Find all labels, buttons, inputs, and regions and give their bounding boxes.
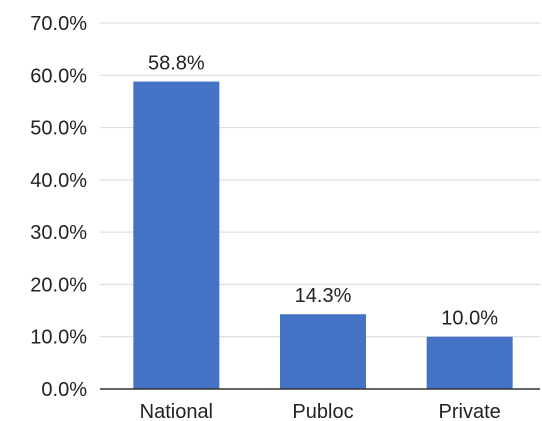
bar-national (133, 81, 220, 389)
bar-publoc (280, 314, 366, 389)
y-axis-tick-labels: 0.0% 10.0% 20.0% 30.0% 40.0% 50.0% 60.0% 70.0% (30, 13, 87, 401)
y-tick-label: 10.0% (30, 327, 87, 349)
y-tick-label: 0.0% (41, 379, 87, 401)
y-tick-label: 50.0% (30, 118, 87, 140)
x-axis-category-labels: National Publoc Private (140, 401, 501, 421)
bars (133, 81, 513, 389)
data-label: 10.0% (441, 308, 498, 330)
category-label: National (140, 401, 213, 421)
y-tick-label: 70.0% (30, 13, 87, 35)
bar-private (426, 336, 513, 389)
data-labels: 58.8% 14.3% 10.0% (148, 53, 498, 330)
y-tick-label: 30.0% (30, 222, 87, 244)
category-label: Publoc (292, 401, 353, 421)
category-label: Private (439, 401, 501, 421)
y-tick-label: 40.0% (30, 170, 87, 192)
data-label: 58.8% (148, 53, 205, 75)
y-tick-label: 20.0% (30, 274, 87, 296)
y-tick-label: 60.0% (30, 65, 87, 87)
data-label: 14.3% (295, 285, 352, 307)
